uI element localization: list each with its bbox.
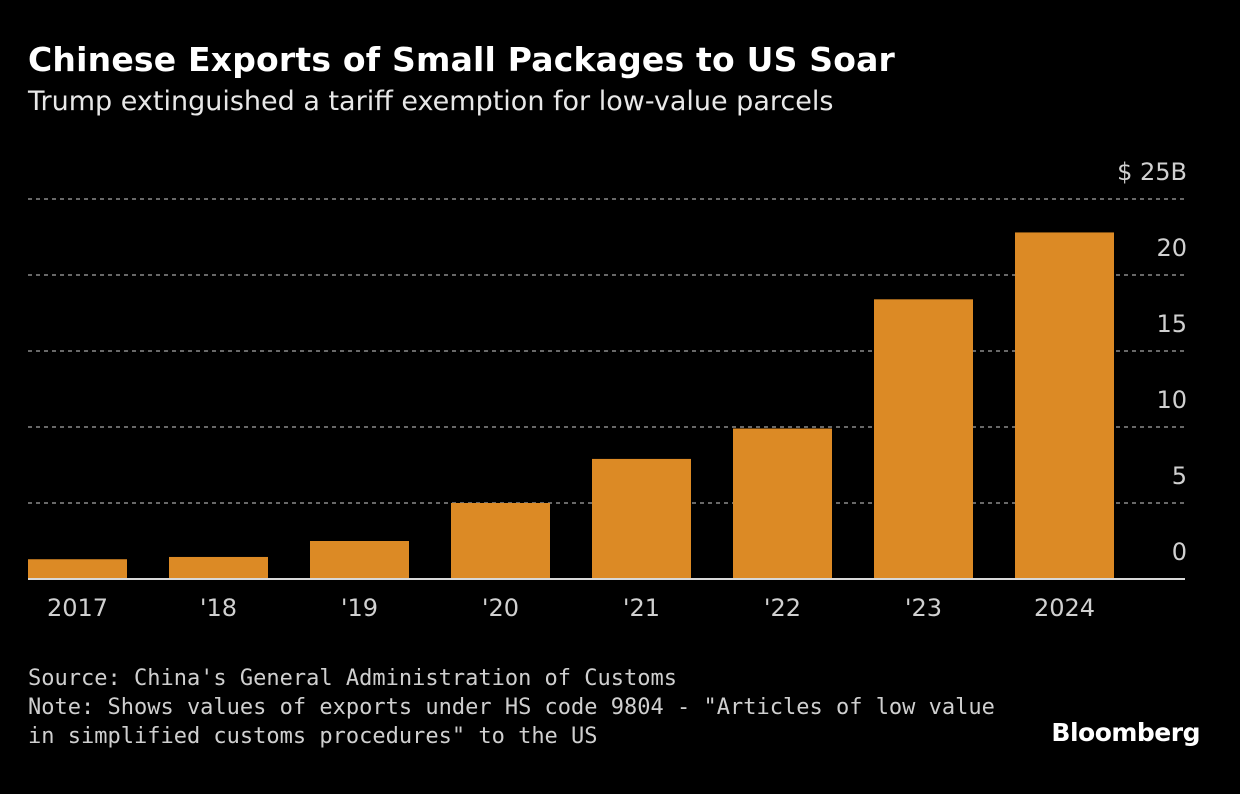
x-tick-label: 2017 [47, 594, 108, 622]
bar-chart: 2017 '18 '19 '20 '21 '22 '23 2024 0 5 10 15 20 $ 25B [28, 158, 1187, 622]
footer-notes: Source: China's General Administration o… [28, 664, 995, 751]
bar-19 [310, 541, 409, 579]
bar-18 [169, 556, 268, 579]
source-text: Source: China's General Administration o… [28, 666, 678, 691]
note-line-2: in simplified customs procedures" to the… [28, 724, 598, 749]
y-tick-label: $ 25B [1117, 158, 1187, 186]
chart-subtitle: Trump extinguished a tariff exemption fo… [28, 86, 834, 117]
bar-21 [592, 458, 691, 579]
x-tick-label: '19 [341, 594, 378, 622]
bar-2017 [28, 559, 127, 579]
x-tick-label: '22 [764, 594, 801, 622]
y-tick-label: 0 [1172, 538, 1187, 566]
bar-23 [874, 299, 973, 579]
chart-title: Chinese Exports of Small Packages to US … [28, 40, 896, 79]
x-tick-label: '21 [623, 594, 660, 622]
y-tick-label: 5 [1172, 462, 1187, 490]
bloomberg-logo: Bloomberg [1051, 718, 1200, 747]
y-tick-label: 20 [1156, 234, 1187, 262]
bar-20 [451, 503, 550, 579]
x-tick-label: 2024 [1034, 594, 1095, 622]
bar-2024 [1015, 232, 1114, 579]
x-tick-label: '18 [200, 594, 237, 622]
y-tick-label: 10 [1156, 386, 1187, 414]
note-line-1: Note: Shows values of exports under HS c… [28, 695, 995, 720]
x-tick-label: '20 [482, 594, 519, 622]
bar-22 [733, 428, 832, 579]
x-tick-label: '23 [905, 594, 942, 622]
y-tick-label: 15 [1156, 310, 1187, 338]
